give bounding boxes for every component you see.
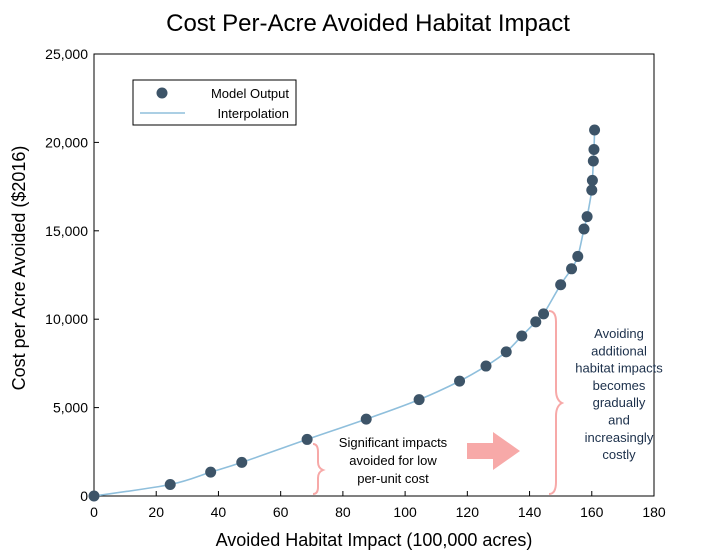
annotation-line: costly [602,447,636,462]
annotation-increasing-cost: Avoiding additional habitat impacts becomes… [575,326,663,462]
arrow-shape [467,432,520,470]
data-point [586,184,598,196]
x-tick-label: 140 [518,504,542,520]
data-point [500,346,512,358]
plot-frame [93,53,655,497]
y-tick-label: 25,000 [45,46,88,62]
annotation-line: gradually [593,395,646,410]
data-point [589,124,601,136]
data-point [586,174,598,186]
data-point [88,490,100,502]
data-point [588,143,600,155]
y-tick-label: 0 [80,488,88,504]
chart-title: Cost Per-Acre Avoided Habitat Impact [166,10,570,37]
data-point [413,394,425,406]
y-axis-label: Cost per Acre Avoided ($2016) [9,146,29,391]
annotation-line: habitat impacts [575,361,663,376]
data-point [538,308,550,320]
data-point [516,330,528,342]
x-tick-label: 160 [580,504,604,520]
annotation-line: becomes [593,378,646,393]
data-point [587,155,599,167]
annotation-line: additional [591,343,647,358]
annotation-line: increasingly [585,430,654,445]
data-point [360,413,372,425]
y-axis: 0 5,000 10,000 15,000 20,000 25,000 [45,46,99,504]
legend-marker-model-output [156,87,168,99]
y-tick-label: 20,000 [45,134,88,150]
legend-label-model-output: Model Output [211,86,289,101]
x-tick-label: 0 [90,504,98,520]
y-tick-label: 10,000 [45,311,88,327]
x-tick-label: 60 [273,504,289,520]
legend: Model Output Interpolation [132,79,297,126]
data-point [301,433,313,445]
data-point [205,466,217,478]
x-tick-label: 40 [211,504,227,520]
annotation-line: per-unit cost [357,471,429,486]
annotation-line: Avoiding [594,326,644,341]
data-point [566,263,578,275]
data-point [578,223,590,235]
small-bracket [312,443,326,495]
x-tick-label: 20 [148,504,164,520]
annotation-line: Significant impacts [339,435,448,450]
annotation-low-cost: Significant impacts avoided for low per-un… [339,435,448,486]
y-tick-label: 5,000 [53,400,88,416]
data-point [555,279,567,291]
data-point [530,316,542,328]
data-point [572,250,584,262]
x-axis-label: Avoided Habitat Impact (100,000 acres) [216,530,533,550]
x-axis: 0 20 40 60 80 100 120 140 160 180 [90,491,666,520]
data-point [454,375,466,387]
x-tick-label: 80 [335,504,351,520]
data-point [164,479,176,491]
legend-label-interpolation: Interpolation [217,106,289,121]
data-point [480,360,492,372]
annotation-line: avoided for low [349,453,437,468]
model-output-points [88,124,601,502]
data-point [581,211,593,223]
legend-box [132,79,297,126]
x-tick-label: 100 [393,504,417,520]
y-tick-label: 15,000 [45,223,88,239]
x-tick-label: 120 [456,504,480,520]
annotation-line: and [608,413,630,428]
x-tick-label: 180 [642,504,666,520]
data-point [236,456,248,468]
large-bracket [548,310,565,495]
